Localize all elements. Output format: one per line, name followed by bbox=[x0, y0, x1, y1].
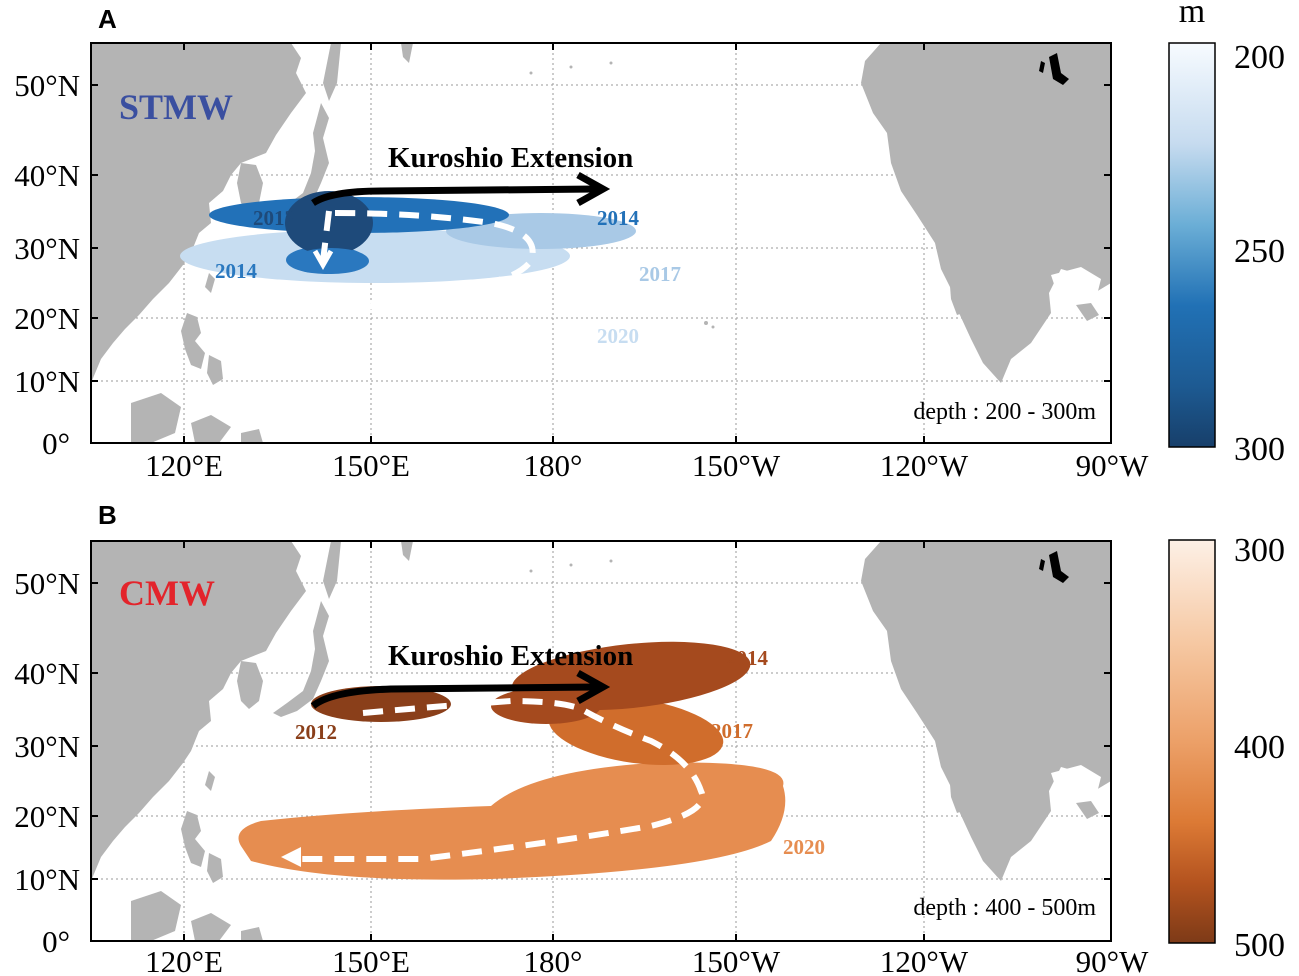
year-label-2017: 2017 bbox=[711, 719, 753, 743]
lon-label-150w: 150°W bbox=[692, 944, 781, 976]
year-label-2012: 2012 bbox=[295, 720, 337, 744]
lon-label-120e: 120°E bbox=[145, 448, 223, 483]
lon-label-150w: 150°W bbox=[692, 448, 781, 483]
panel-letter: A bbox=[98, 4, 117, 34]
lat-label-20n: 20°N bbox=[14, 799, 80, 834]
current-label: Kuroshio Extension bbox=[388, 640, 633, 672]
lat-label-10n: 10°N bbox=[14, 862, 80, 897]
lon-label-150e: 150°E bbox=[332, 944, 410, 976]
lat-label-40n: 40°N bbox=[14, 158, 80, 193]
lat-label-50n: 50°N bbox=[14, 68, 80, 103]
kuroshio-arrowhead bbox=[576, 171, 611, 207]
water-mass-label: STMW bbox=[119, 87, 233, 127]
pathway-arrowhead-2 bbox=[353, 299, 369, 317]
lon-label-90w: 90°W bbox=[1076, 944, 1149, 976]
depth-label: depth : 200 - 300m bbox=[913, 399, 1096, 425]
lon-label-120w: 120°W bbox=[880, 944, 969, 976]
year-label-2014: 2014 bbox=[726, 646, 769, 670]
panel-a: A 2012 2014 2014 2017 2020 S bbox=[14, 0, 1285, 483]
blob-2014-top bbox=[293, 248, 369, 274]
year-label-2017: 2017 bbox=[639, 262, 681, 286]
colorbar-b: 300 400 500 bbox=[1168, 532, 1285, 964]
colorbar-tick-300: 300 bbox=[1234, 532, 1285, 569]
lon-label-90w: 90°W bbox=[1076, 448, 1149, 483]
pathway-arrowhead-1 bbox=[312, 249, 334, 271]
kuroshio-arrowhead bbox=[576, 669, 611, 705]
map-frame bbox=[90, 540, 1112, 942]
lon-label-180: 180° bbox=[524, 944, 583, 976]
colorbar-gradient bbox=[1168, 42, 1216, 448]
year-label-2014-south: 2014 bbox=[215, 259, 258, 283]
kuroshio-arrow bbox=[311, 185, 597, 207]
colorbar-gradient bbox=[1168, 539, 1216, 944]
map-panel-a: 2012 2014 2014 2017 2020 STMW Kuroshio E… bbox=[90, 42, 1112, 444]
year-label-2014-ke: 2014 bbox=[597, 206, 640, 230]
panel-letter: B bbox=[98, 500, 117, 530]
year-label-2020: 2020 bbox=[597, 324, 639, 348]
current-label: Kuroshio Extension bbox=[388, 142, 633, 174]
water-mass-label: CMW bbox=[119, 573, 215, 613]
map-panel-b: 2012 2014 2017 2020 CMW Kuroshio Extensi… bbox=[90, 540, 1112, 942]
depth-label: depth : 400 - 500m bbox=[913, 895, 1096, 921]
lon-label-180: 180° bbox=[524, 448, 583, 483]
lon-label-150e: 150°E bbox=[332, 448, 410, 483]
lat-label-0: 0° bbox=[42, 924, 70, 959]
map-frame bbox=[90, 42, 1112, 444]
lat-label-30n: 30°N bbox=[14, 729, 80, 764]
kuroshio-arrow bbox=[310, 683, 597, 709]
lat-label-0: 0° bbox=[42, 426, 70, 461]
colorbar-tick-200: 200 bbox=[1234, 39, 1285, 76]
lat-label-40n: 40°N bbox=[14, 656, 80, 691]
pathway-dashed bbox=[320, 210, 536, 312]
colorbar-a: m 200 250 300 bbox=[1168, 0, 1285, 468]
colorbar-tick-400: 400 bbox=[1234, 729, 1285, 766]
colorbar-tick-250: 250 bbox=[1234, 233, 1285, 270]
lat-label-30n: 30°N bbox=[14, 231, 80, 266]
pathway-arrowhead bbox=[281, 847, 301, 867]
year-label-2020: 2020 bbox=[783, 835, 825, 859]
year-label-2012: 2012 bbox=[253, 206, 295, 230]
pathway-dashed bbox=[301, 697, 706, 862]
panel-b: B 2012 2014 2017 2020 CMW Kuroshio Exten… bbox=[14, 500, 1285, 976]
colorbar-unit: m bbox=[1179, 0, 1205, 30]
lon-label-120w: 120°W bbox=[880, 448, 969, 483]
blob-2020 bbox=[238, 762, 786, 880]
lat-label-20n: 20°N bbox=[14, 301, 80, 336]
colorbar-tick-300: 300 bbox=[1234, 431, 1285, 468]
colorbar-tick-500: 500 bbox=[1234, 927, 1285, 964]
blob-2014 bbox=[511, 641, 751, 711]
lat-label-50n: 50°N bbox=[14, 566, 80, 601]
lat-label-10n: 10°N bbox=[14, 364, 80, 399]
lon-label-120e: 120°E bbox=[145, 944, 223, 976]
